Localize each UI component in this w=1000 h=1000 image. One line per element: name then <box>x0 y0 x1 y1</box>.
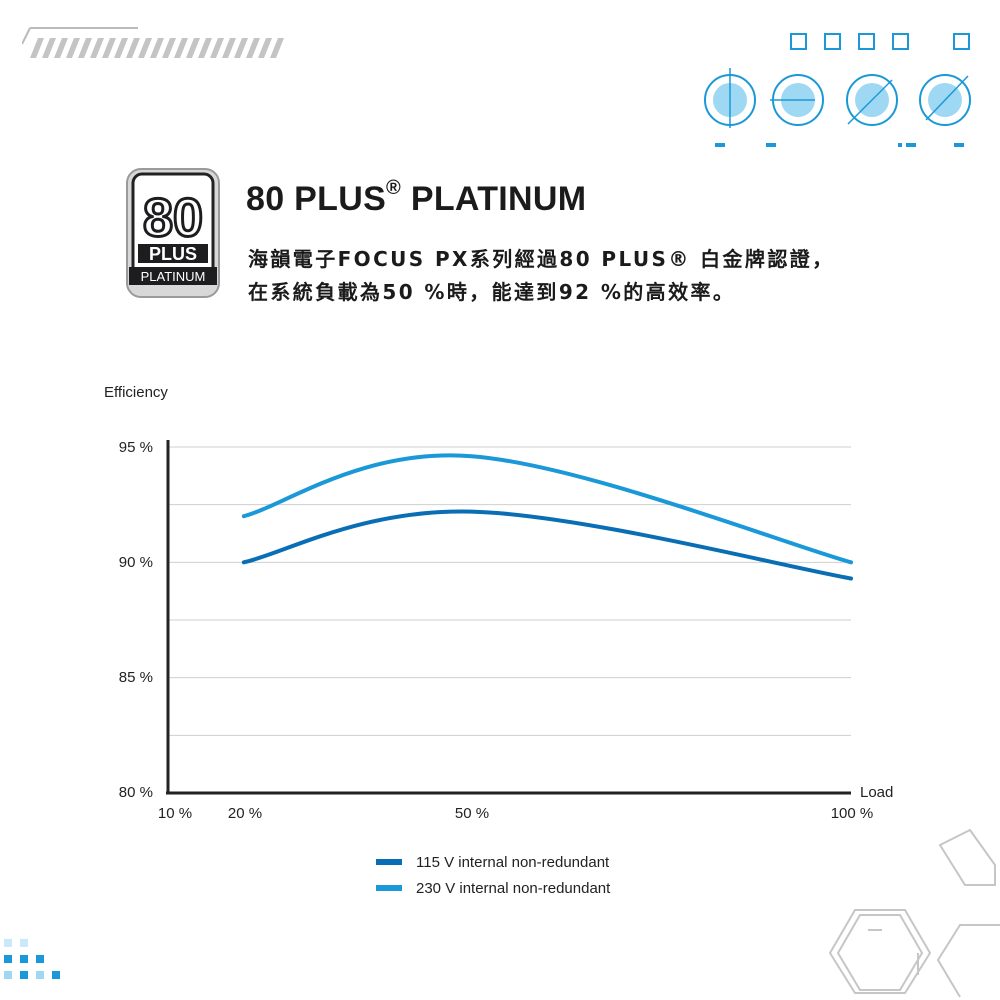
x-tick-50: 50 % <box>455 805 489 822</box>
title-main: 80 PLUS <box>246 180 387 218</box>
registered-mark: ® <box>386 176 402 199</box>
y-axis-label: Efficiency <box>104 384 168 401</box>
badge-plus: PLUS <box>149 244 197 264</box>
legend-item-115v: 115 V internal non-redundant <box>376 852 609 872</box>
x-tick-10: 10 % <box>158 805 192 822</box>
page-title: 80 PLUS® PLATINUM <box>246 176 587 219</box>
series-line-115v <box>241 509 853 581</box>
x-tick-20: 20 % <box>228 805 262 822</box>
badge-tier: PLATINUM <box>141 269 206 284</box>
description-line-1: 海韻電子FOCUS PX系列經過80 PLUS® 白金牌認證， <box>248 247 835 271</box>
80-plus-platinum-logo: 80 PLUS PLATINUM <box>126 168 220 298</box>
y-tick-90: 90 % <box>119 554 153 571</box>
legend-swatch-230v <box>376 885 402 891</box>
legend-label-115v: 115 V internal non-redundant <box>416 853 610 871</box>
badge-number: 80 <box>143 188 203 248</box>
legend-label-230v: 230 V internal non-redundant <box>416 879 611 897</box>
y-tick-80: 80 % <box>119 784 153 801</box>
x-axis-label: Load <box>860 784 893 801</box>
y-tick-95: 95 % <box>119 439 153 456</box>
hexagon-decoration <box>828 828 1000 998</box>
series-line-230v <box>241 453 853 565</box>
y-tick-85: 85 % <box>119 669 153 686</box>
legend-swatch-115v <box>376 859 402 865</box>
x-tick-100: 100 % <box>831 805 874 822</box>
description-line-2: 在系統負載為50 %時，能達到92 %的高效率。 <box>248 280 736 304</box>
legend-item-230v: 230 V internal non-redundant <box>376 878 610 898</box>
pixel-dots-decoration <box>4 939 60 979</box>
stripe-decoration <box>22 27 284 58</box>
title-tail: PLATINUM <box>401 180 587 218</box>
dial-decoration <box>704 33 971 147</box>
